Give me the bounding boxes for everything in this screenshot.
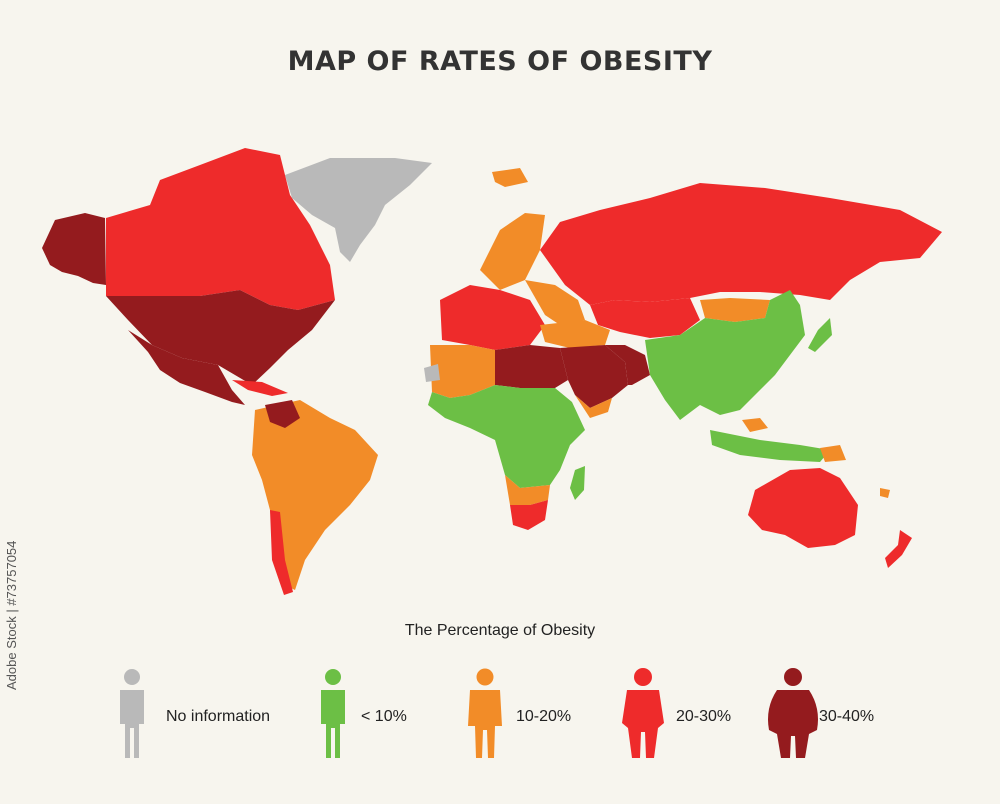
region-southern-africa bbox=[505, 475, 550, 505]
legend-label: 10-20% bbox=[516, 708, 572, 725]
person-heavy-icon bbox=[622, 668, 664, 758]
legend-title: The Percentage of Obesity bbox=[404, 622, 596, 639]
region-turkey bbox=[540, 320, 610, 348]
region-new-zealand bbox=[885, 530, 912, 568]
region-south-africa bbox=[510, 500, 548, 530]
region-usa bbox=[106, 290, 335, 385]
legend-item-under-10: < 10% bbox=[313, 668, 407, 768]
region-mongolia bbox=[700, 298, 770, 322]
region-iceland bbox=[492, 168, 528, 187]
region-png bbox=[820, 445, 846, 462]
legend-item-20-30: 20-30% bbox=[618, 668, 731, 768]
legend-label: 30-40% bbox=[819, 708, 875, 725]
legend-label: No information bbox=[166, 708, 271, 725]
region-scandinavia bbox=[480, 213, 545, 290]
map-title: MAP OF RATES OF OBESITY bbox=[287, 46, 713, 77]
region-russia bbox=[540, 183, 942, 305]
legend: No information < 10% 10-20% 20-30% 30-40… bbox=[0, 668, 1000, 768]
region-chile bbox=[270, 510, 293, 595]
stock-watermark-text: Adobe Stock | #73757054 bbox=[4, 540, 19, 690]
legend-item-10-20: 10-20% bbox=[462, 668, 571, 768]
region-iran bbox=[605, 345, 650, 385]
region-yemen bbox=[575, 395, 612, 418]
region-malaysia bbox=[742, 418, 768, 432]
region-western-europe bbox=[440, 285, 545, 350]
region-eastern-europe bbox=[525, 280, 585, 325]
region-alaska bbox=[42, 213, 106, 285]
person-thin-icon bbox=[321, 669, 345, 758]
region-central-asia bbox=[590, 298, 700, 338]
region-australia bbox=[748, 468, 858, 548]
person-thin-icon bbox=[120, 669, 144, 758]
region-asia bbox=[645, 290, 805, 420]
region-caribbean bbox=[232, 380, 288, 396]
region-japan bbox=[808, 318, 832, 352]
legend-label: < 10% bbox=[361, 708, 407, 725]
region-canada bbox=[106, 148, 335, 310]
region-western-sahara bbox=[424, 364, 440, 382]
region-pacific-islands bbox=[880, 488, 890, 498]
region-venezuela bbox=[265, 400, 300, 428]
region-mexico bbox=[128, 330, 245, 405]
legend-item-no-information: No information bbox=[112, 668, 270, 768]
legend-item-30-40: 30-40% bbox=[765, 668, 874, 768]
person-medium-icon bbox=[468, 668, 502, 758]
region-middle-east bbox=[560, 345, 628, 408]
region-greenland bbox=[285, 158, 432, 262]
legend-label: 20-30% bbox=[676, 708, 732, 725]
region-madagascar bbox=[570, 466, 585, 500]
region-indonesia bbox=[710, 430, 830, 462]
region-north-africa bbox=[430, 345, 495, 398]
region-south-america bbox=[252, 400, 378, 590]
region-subsaharan-africa bbox=[428, 385, 585, 488]
person-obese-icon bbox=[768, 668, 818, 758]
region-libya-egypt bbox=[495, 345, 568, 388]
